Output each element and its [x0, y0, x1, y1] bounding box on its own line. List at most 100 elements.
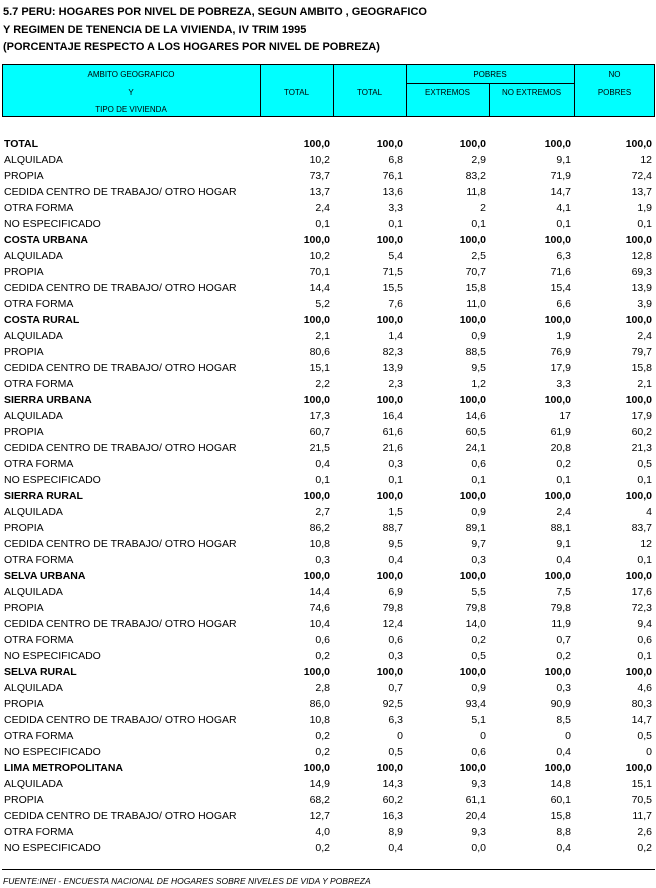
cell-value: 0,3 — [388, 650, 403, 662]
cell-value: 0,4 — [556, 746, 571, 758]
cell-value: 100,0 — [625, 570, 652, 582]
cell-value: 11,9 — [551, 618, 571, 630]
cell-value: 0,1 — [637, 218, 652, 230]
cell-value: 82,3 — [382, 346, 403, 358]
row-label: ALQUILADA — [4, 506, 63, 518]
cell-value: 14,0 — [465, 618, 486, 630]
row-label: PROPIA — [4, 698, 44, 710]
cell-value: 1,2 — [471, 378, 486, 390]
cell-value: 61,6 — [382, 426, 403, 438]
cell-value: 5,2 — [315, 298, 330, 310]
cell-value: 100,0 — [544, 314, 571, 326]
cell-value: 9,5 — [388, 538, 403, 550]
cell-value: 13,9 — [382, 362, 403, 374]
row-label: PROPIA — [4, 602, 44, 614]
cell-value: 10,2 — [309, 154, 330, 166]
cell-value: 100,0 — [376, 234, 403, 246]
section-name: SELVA RURAL — [4, 666, 77, 678]
cell-value: 0,2 — [556, 458, 571, 470]
title-line: Y REGIMEN DE TENENCIA DE LA VIVIENDA, IV… — [3, 23, 307, 36]
cell-value: 16,3 — [382, 810, 403, 822]
row-label: PROPIA — [4, 522, 44, 534]
cell-value: 14,7 — [550, 186, 571, 198]
row-label: OTRA FORMA — [4, 458, 74, 470]
row-label: ALQUILADA — [4, 330, 63, 342]
cell-value: 12,7 — [309, 810, 330, 822]
cell-value: 100,0 — [303, 570, 330, 582]
row-label: NO ESPECIFICADO — [4, 474, 101, 486]
row-label: PROPIA — [4, 346, 44, 358]
cell-value: 9,7 — [471, 538, 486, 550]
cell-value: 9,3 — [471, 778, 486, 790]
cell-value: 0,6 — [315, 634, 330, 646]
row-label: NO ESPECIFICADO — [4, 218, 101, 230]
cell-value: 100,0 — [459, 314, 486, 326]
cell-value: 60,7 — [309, 426, 330, 438]
cell-value: 86,0 — [309, 698, 330, 710]
cell-value: 10,8 — [309, 714, 330, 726]
cell-value: 100,0 — [303, 762, 330, 774]
cell-value: 17,9 — [550, 362, 571, 374]
cell-value: 2,2 — [315, 378, 330, 390]
cell-value: 100,0 — [303, 138, 330, 150]
section-name: SELVA URBANA — [4, 570, 86, 582]
cell-value: 0,2 — [315, 746, 330, 758]
cell-value: 68,2 — [309, 794, 330, 806]
cell-value: 15,8 — [465, 282, 486, 294]
cell-value: 0,3 — [315, 554, 330, 566]
cell-value: 1,4 — [388, 330, 403, 342]
section-name: TOTAL — [4, 138, 39, 150]
cell-value: 0,5 — [637, 458, 652, 470]
cell-value: 11,7 — [632, 810, 652, 822]
row-label: OTRA FORMA — [4, 202, 74, 214]
cell-value: 13,6 — [382, 186, 403, 198]
cell-value: 10,2 — [309, 250, 330, 262]
cell-value: 80,6 — [309, 346, 330, 358]
row-label: ALQUILADA — [4, 682, 63, 694]
cell-value: 0,4 — [315, 458, 330, 470]
cell-value: 15,5 — [382, 282, 403, 294]
row-label: CEDIDA CENTRO DE TRABAJO/ OTRO HOGAR — [4, 186, 237, 198]
cell-value: 100,0 — [459, 490, 486, 502]
cell-value: 71,6 — [550, 266, 571, 278]
cell-value: 0,2 — [315, 650, 330, 662]
cell-value: 2,4 — [315, 202, 330, 214]
cell-value: 100,0 — [544, 762, 571, 774]
cell-value: 89,1 — [465, 522, 486, 534]
cell-value: 13,7 — [631, 186, 652, 198]
cell-value: 2,6 — [637, 826, 652, 838]
header-divider — [406, 83, 574, 84]
cell-value: 76,1 — [382, 170, 403, 182]
cell-value: 2 — [480, 202, 486, 214]
cell-value: 0,1 — [315, 474, 330, 486]
cell-value: 0,1 — [471, 474, 486, 486]
cell-value: 100,0 — [544, 138, 571, 150]
row-label: CEDIDA CENTRO DE TRABAJO/ OTRO HOGAR — [4, 538, 237, 550]
cell-value: 17,9 — [631, 410, 652, 422]
cell-value: 5,5 — [471, 586, 486, 598]
row-label: ALQUILADA — [4, 778, 63, 790]
cell-value: 9,5 — [471, 362, 486, 374]
cell-value: 12 — [640, 154, 652, 166]
cell-value: 15,8 — [550, 810, 571, 822]
cell-value: 100,0 — [459, 234, 486, 246]
cell-value: 90,9 — [550, 698, 571, 710]
cell-value: 0,9 — [471, 506, 486, 518]
column-header: TOTAL — [283, 88, 310, 97]
row-label: CEDIDA CENTRO DE TRABAJO/ OTRO HOGAR — [4, 618, 237, 630]
cell-value: 11,0 — [466, 298, 486, 310]
cell-value: 2,5 — [471, 250, 486, 262]
cell-value: 4,6 — [637, 682, 652, 694]
row-label: PROPIA — [4, 170, 44, 182]
cell-value: 13,7 — [309, 186, 330, 198]
cell-value: 2,4 — [556, 506, 571, 518]
cell-value: 0,6 — [637, 634, 652, 646]
header-divider — [260, 64, 261, 117]
cell-value: 100,0 — [303, 490, 330, 502]
cell-value: 0,3 — [388, 458, 403, 470]
cell-value: 79,8 — [550, 602, 571, 614]
cell-value: 24,1 — [465, 442, 486, 454]
cell-value: 9,1 — [556, 154, 571, 166]
cell-value: 9,4 — [637, 618, 652, 630]
